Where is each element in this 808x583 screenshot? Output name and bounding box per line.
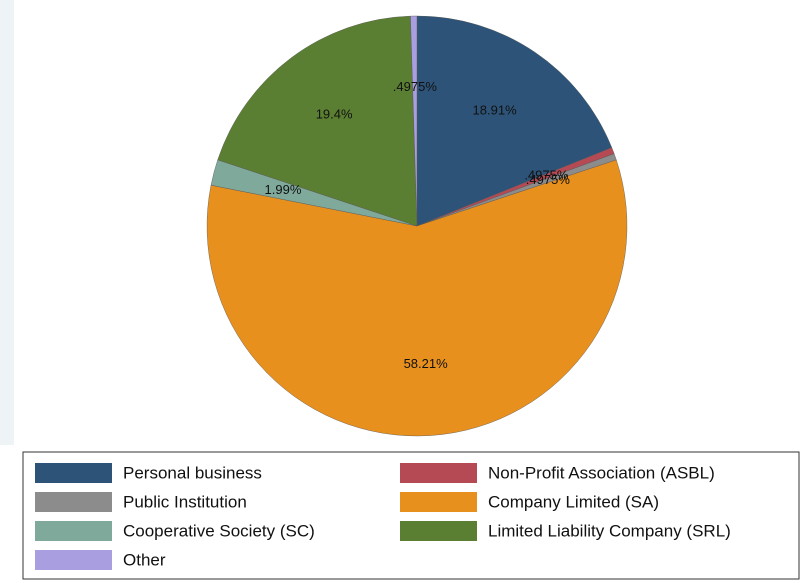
legend-swatch <box>35 463 112 483</box>
legend-label: Personal business <box>123 463 262 482</box>
legend-swatch <box>400 463 477 483</box>
legend-swatch <box>400 521 477 541</box>
legend-label: Company Limited (SA) <box>488 492 659 511</box>
legend-swatch <box>35 492 112 512</box>
legend-swatch <box>400 492 477 512</box>
legend-label: Other <box>123 550 166 569</box>
slice-label: .4975% <box>524 168 569 183</box>
slice-label: .4975% <box>526 172 571 187</box>
legend-label: Public Institution <box>123 492 247 511</box>
pie-slice <box>217 15 418 227</box>
legend-label: Cooperative Society (SC) <box>123 521 315 540</box>
pie-slice <box>206 159 628 437</box>
legend-label: Non-Profit Association (ASBL) <box>488 463 715 482</box>
slice-label: 1.99% <box>265 182 302 197</box>
slice-label: 18.91% <box>473 103 518 118</box>
legend-swatch <box>35 550 112 570</box>
outer-band <box>0 0 14 445</box>
slice-label: 19.4% <box>316 106 353 121</box>
slice-label: .4975% <box>393 79 438 94</box>
pie-slice <box>410 15 418 227</box>
legend-swatch <box>35 521 112 541</box>
legend-label: Limited Liability Company (SRL) <box>488 521 731 540</box>
pie-slice <box>416 15 613 227</box>
slice-label: 58.21% <box>404 356 449 371</box>
